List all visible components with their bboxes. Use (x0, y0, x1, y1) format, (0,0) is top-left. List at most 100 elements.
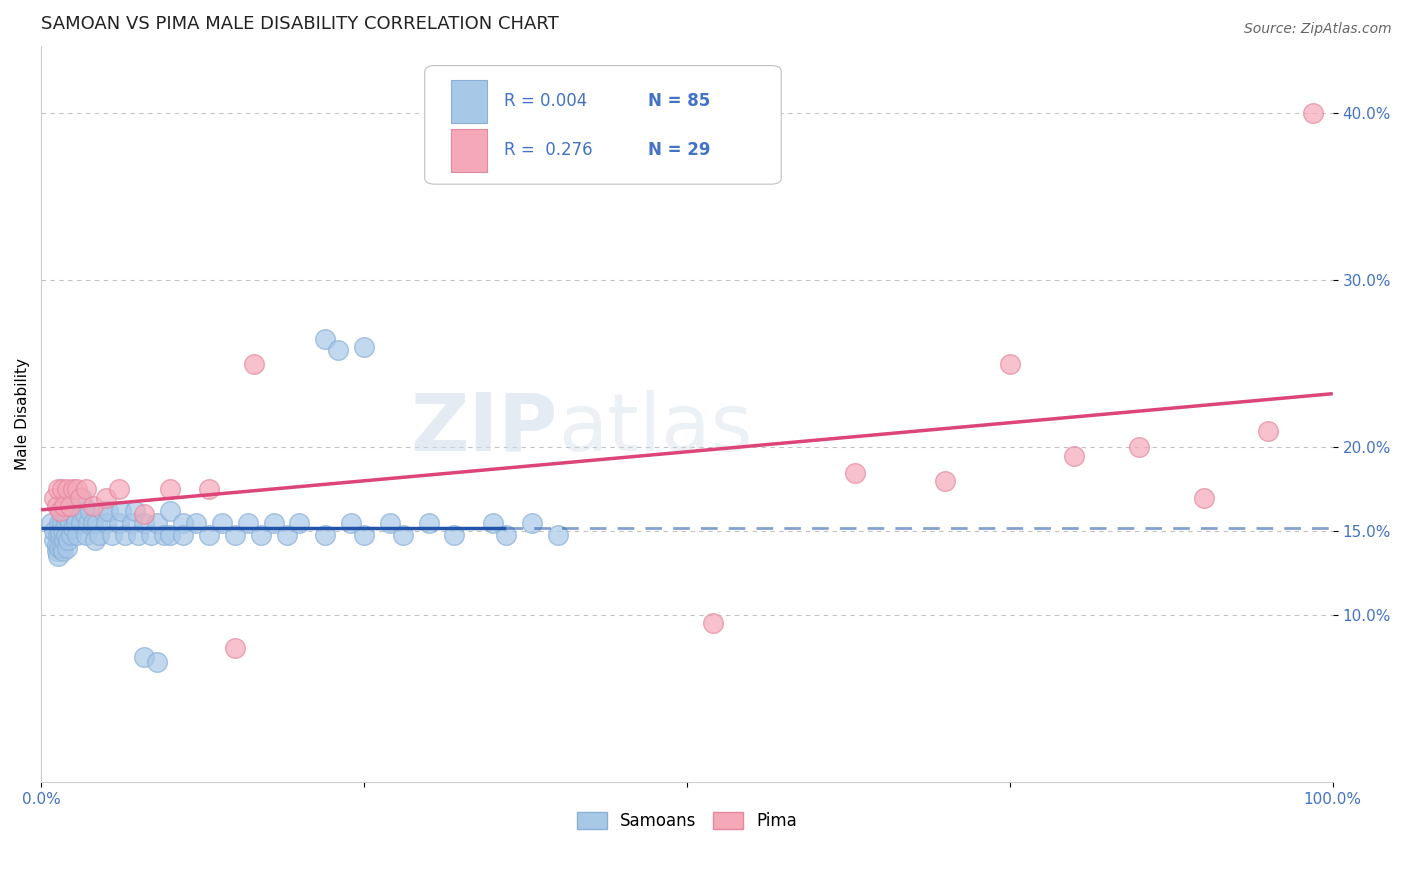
Point (159, 527, 181, 541)
Point (314, 527, 336, 541)
Point (42, 533, 65, 547)
Point (76, 516, 98, 530)
Point (55, 516, 77, 530)
Point (49, 527, 72, 541)
Point (844, 466, 866, 480)
Point (56, 541, 79, 555)
Point (110, 504, 132, 518)
Point (418, 516, 440, 530)
Point (263, 516, 285, 530)
Point (172, 527, 194, 541)
Point (66, 527, 89, 541)
Point (62, 508, 84, 522)
Point (107, 516, 129, 530)
Point (62, 521, 84, 535)
Point (48, 541, 70, 555)
Point (42, 491, 65, 505)
Point (547, 527, 569, 541)
Point (82, 516, 104, 530)
Point (153, 527, 176, 541)
Bar (450, 129, 486, 172)
Point (328, 343, 350, 358)
Point (101, 527, 124, 541)
Point (134, 649, 156, 664)
Point (69, 504, 91, 518)
Point (353, 527, 375, 541)
Point (46, 549, 69, 564)
Point (42, 524, 65, 539)
Point (63, 491, 86, 505)
Bar (450, 80, 486, 123)
Text: atlas: atlas (558, 390, 752, 467)
Point (65, 516, 87, 530)
Point (198, 483, 221, 497)
Point (94, 516, 117, 530)
Point (56, 483, 79, 497)
Text: R =  0.276: R = 0.276 (503, 142, 592, 160)
Point (58, 516, 80, 530)
Point (159, 504, 181, 518)
Point (482, 516, 505, 530)
Point (224, 527, 246, 541)
Point (114, 527, 136, 541)
Point (94, 491, 117, 505)
Point (49, 524, 72, 539)
Point (41, 516, 63, 530)
Point (998, 357, 1021, 371)
Point (146, 655, 169, 669)
Point (184, 516, 207, 530)
Point (82, 499, 104, 513)
Point (520, 516, 543, 530)
Point (51, 516, 73, 530)
Point (198, 527, 221, 541)
Point (134, 516, 156, 530)
Point (62, 483, 84, 497)
Point (75, 483, 97, 497)
Point (46, 527, 69, 541)
Point (58, 504, 80, 518)
Text: Source: ZipAtlas.com: Source: ZipAtlas.com (1244, 22, 1392, 37)
Point (53, 533, 76, 547)
Point (127, 527, 149, 541)
Point (86, 516, 108, 530)
Point (224, 641, 246, 656)
Point (45, 538, 67, 552)
Point (72, 491, 94, 505)
Y-axis label: Male Disability: Male Disability (15, 358, 30, 470)
Point (48, 516, 70, 530)
Point (53, 499, 76, 513)
Point (45, 544, 67, 558)
Text: R = 0.004: R = 0.004 (503, 93, 586, 111)
Point (443, 527, 465, 541)
Point (243, 357, 266, 371)
Point (52, 524, 75, 539)
Point (70, 516, 93, 530)
Point (55, 527, 77, 541)
Point (211, 516, 233, 530)
Point (1192, 491, 1215, 505)
Point (89, 527, 111, 541)
Point (56, 511, 79, 525)
Text: ZIP: ZIP (411, 390, 558, 467)
Point (146, 516, 169, 530)
Point (75, 527, 97, 541)
Point (1302, 105, 1324, 120)
Point (73, 508, 96, 522)
Point (495, 527, 517, 541)
Point (69, 491, 91, 505)
Point (276, 527, 298, 541)
Text: SAMOAN VS PIMA MALE DISABILITY CORRELATION CHART: SAMOAN VS PIMA MALE DISABILITY CORRELATI… (41, 15, 558, 33)
Point (934, 474, 956, 488)
Point (314, 332, 336, 346)
Point (91, 504, 114, 518)
Point (1063, 449, 1085, 463)
Point (288, 516, 311, 530)
Point (159, 483, 181, 497)
Point (134, 508, 156, 522)
Point (53, 508, 76, 522)
Point (79, 504, 101, 518)
Point (249, 527, 271, 541)
FancyBboxPatch shape (425, 65, 782, 184)
Point (378, 516, 401, 530)
Point (52, 544, 75, 558)
